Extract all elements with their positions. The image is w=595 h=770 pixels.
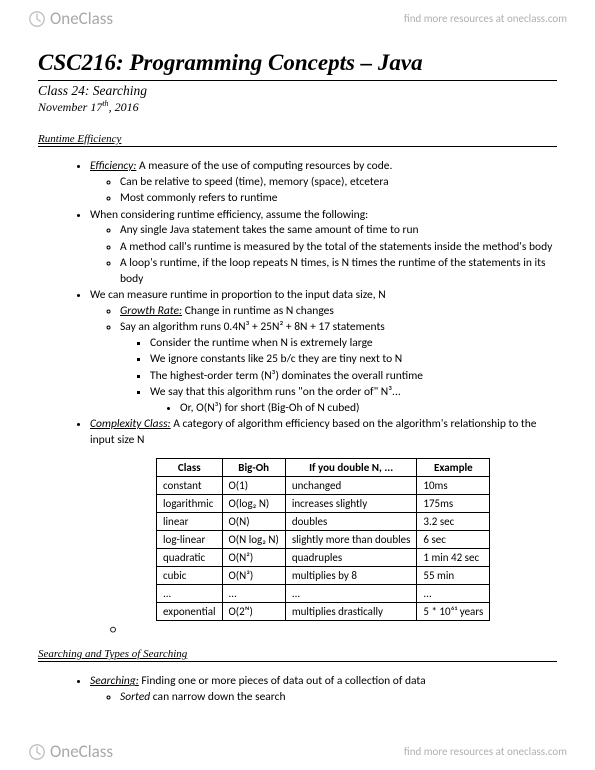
table-cell: logarithmic [157, 495, 223, 513]
table-cell: constant [157, 477, 223, 495]
list-item: Say an algorithm runs 0.4N³ + 25N² + 8N … [120, 320, 557, 416]
date-year: , 2016 [109, 100, 139, 114]
table-cell: 175ms [417, 495, 490, 513]
list-item: The highest-order term (N³) dominates th… [150, 369, 557, 385]
table-cell: 6 sec [417, 531, 490, 549]
table-header-cell: Example [417, 459, 490, 477]
list-item: A loop's runtime, if the loop repeats N … [120, 256, 557, 287]
table-cell: 55 min [417, 567, 490, 585]
list-item: We say that this algorithm runs "on the … [150, 385, 557, 416]
table-cell: O(log₂ N) [222, 495, 285, 513]
table-cell: 5 * 10⁶¹ years [417, 603, 490, 621]
section-heading-searching: Searching and Types of Searching [38, 648, 557, 662]
table-cell: ... [417, 585, 490, 603]
text: can narrow down the search [150, 690, 285, 704]
notes-list-searching: Searching: Finding one or more pieces of… [38, 674, 557, 705]
text: Say an algorithm runs 0.4N³ + 25N² + 8N … [120, 320, 385, 334]
table-row: ............ [157, 585, 490, 603]
text: When considering runtime efficiency, ass… [90, 208, 368, 222]
brand-text: OneClass [50, 8, 113, 29]
term-efficiency: Efficiency: [90, 159, 136, 173]
table-header-cell: Big-Oh [222, 459, 285, 477]
table-cell: quadruples [285, 549, 417, 567]
document-body: CSC216: Programming Concepts – Java Clas… [0, 0, 595, 765]
list-item: Growth Rate: Change in runtime as N chan… [120, 304, 557, 320]
page-footer: OneClass find more resources at oneclass… [0, 733, 595, 770]
table-cell: O(N³) [222, 567, 285, 585]
text: Change in runtime as N changes [182, 304, 334, 318]
table-cell: O(N) [222, 513, 285, 531]
lecture-date: November 17th, 2016 [38, 99, 557, 115]
text: We can measure runtime in proportion to … [90, 288, 386, 302]
notes-list: Efficiency: A measure of the use of comp… [38, 159, 557, 448]
table-cell: ... [285, 585, 417, 603]
footer-link[interactable]: find more resources at oneclass.com [404, 745, 567, 758]
section-heading-efficiency: Runtime Efficiency [38, 133, 557, 147]
oneclass-icon [28, 10, 46, 28]
list-item: Consider the runtime when N is extremely… [150, 336, 557, 352]
table-cell: O(2ᴺ) [222, 603, 285, 621]
list-item: Any single Java statement takes the same… [120, 223, 557, 239]
list-item: Searching: Finding one or more pieces of… [90, 674, 557, 705]
list-item: Or, O(N³) for short (Big-Oh of N cubed) [180, 401, 557, 417]
table-cell: O(1) [222, 477, 285, 495]
table-row: logarithmicO(log₂ N)increases slightly17… [157, 495, 490, 513]
brand-logo-footer: OneClass [28, 741, 113, 762]
table-cell: increases slightly [285, 495, 417, 513]
table-cell: log-linear [157, 531, 223, 549]
term-searching: Searching: [90, 674, 139, 688]
table-row: log-linearO(N log₂ N)slightly more than … [157, 531, 490, 549]
term-complexity-class: Complexity Class: [90, 417, 171, 431]
list-item: Can be relative to speed (time), memory … [120, 175, 557, 191]
brand-logo: OneClass [28, 8, 113, 29]
term-growth-rate: Growth Rate: [120, 304, 182, 318]
page-header: OneClass find more resources at oneclass… [0, 0, 595, 37]
table-cell: 10ms [417, 477, 490, 495]
list-item: Complexity Class: A category of algorith… [90, 417, 557, 448]
table-row: quadraticO(N²)quadruples1 min 42 sec [157, 549, 490, 567]
complexity-table: ClassBig-OhIf you double N, ...Example c… [156, 458, 490, 621]
table-cell: 3.2 sec [417, 513, 490, 531]
table-cell: cubic [157, 567, 223, 585]
brand-text: OneClass [50, 741, 113, 762]
italic-text: Sorted [120, 690, 150, 704]
table-row: exponentialO(2ᴺ)multiplies drastically5 … [157, 603, 490, 621]
table-header-cell: If you double N, ... [285, 459, 417, 477]
oneclass-icon [28, 743, 46, 761]
list-item: We can measure runtime in proportion to … [90, 288, 557, 416]
table-cell: linear [157, 513, 223, 531]
list-item: Efficiency: A measure of the use of comp… [90, 159, 557, 207]
table-cell: ... [222, 585, 285, 603]
list-item: Sorted can narrow down the search [120, 690, 557, 706]
table-row: linearO(N)doubles3.2 sec [157, 513, 490, 531]
table-row: constantO(1)unchanged10ms [157, 477, 490, 495]
list-item: When considering runtime efficiency, ass… [90, 208, 557, 288]
text: We say that this algorithm runs "on the … [150, 385, 401, 399]
table-row: cubicO(N³)multiplies by 855 min [157, 567, 490, 585]
list-item: A method call's runtime is measured by t… [120, 240, 557, 256]
table-body: constantO(1)unchanged10mslogarithmicO(lo… [157, 477, 490, 621]
text: Finding one or more pieces of data out o… [139, 674, 426, 688]
class-subtitle: Class 24: Searching [38, 80, 557, 99]
table-cell: quadratic [157, 549, 223, 567]
table-header-row: ClassBig-OhIf you double N, ...Example [157, 459, 490, 477]
table-cell: ... [157, 585, 223, 603]
table-cell: unchanged [285, 477, 417, 495]
course-title: CSC216: Programming Concepts – Java [38, 50, 557, 76]
table-cell: exponential [157, 603, 223, 621]
empty-sub-bullet: ○ [38, 623, 557, 636]
list-item: Most commonly refers to runtime [120, 191, 557, 207]
text: A measure of the use of computing resour… [136, 159, 392, 173]
header-link[interactable]: find more resources at oneclass.com [404, 12, 567, 25]
list-item: We ignore constants like 25 b/c they are… [150, 352, 557, 368]
table-cell: doubles [285, 513, 417, 531]
table-cell: 1 min 42 sec [417, 549, 490, 567]
table-header-cell: Class [157, 459, 223, 477]
date-month: November 17 [38, 100, 102, 114]
table-cell: O(N log₂ N) [222, 531, 285, 549]
table-cell: slightly more than doubles [285, 531, 417, 549]
table-cell: multiplies by 8 [285, 567, 417, 585]
table-cell: multiplies drastically [285, 603, 417, 621]
table-cell: O(N²) [222, 549, 285, 567]
